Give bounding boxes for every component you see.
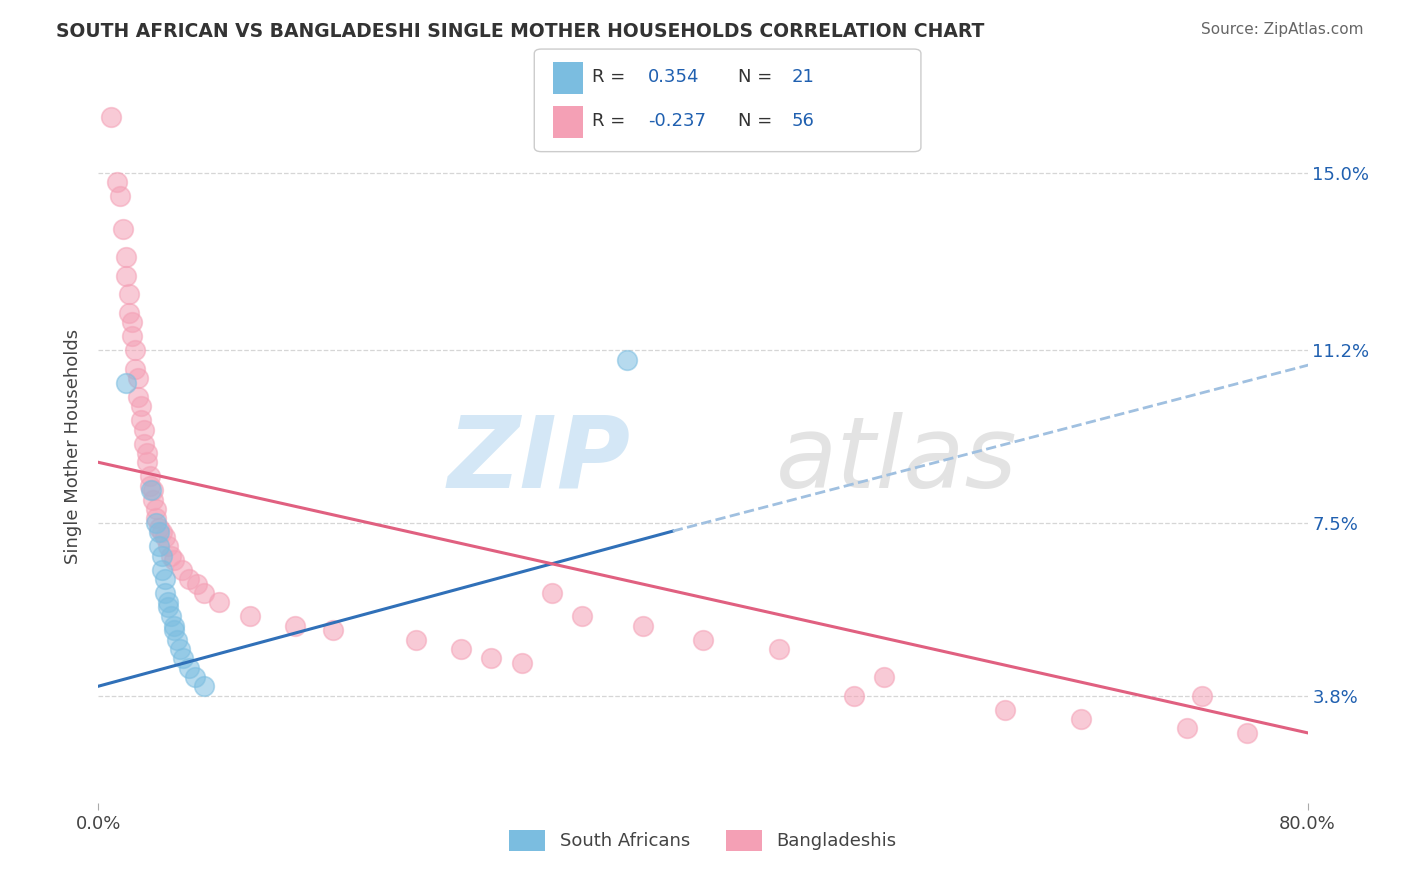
Point: [153, 586, 176, 600]
Point: [118, 287, 141, 301]
Point: [141, 483, 163, 498]
Point: [540, 586, 562, 600]
Point: [169, 641, 191, 656]
Point: [184, 670, 207, 684]
Point: [114, 376, 136, 390]
Point: [163, 553, 186, 567]
Point: [450, 641, 472, 656]
Point: [127, 371, 149, 385]
Text: R =: R =: [592, 68, 626, 86]
Text: ZIP: ZIP: [447, 412, 630, 508]
Point: [163, 624, 186, 638]
Point: [114, 250, 136, 264]
Point: [145, 511, 167, 525]
Text: N =: N =: [738, 112, 772, 130]
Point: [124, 343, 146, 358]
Point: [142, 483, 165, 498]
Point: [571, 609, 593, 624]
Text: 56: 56: [792, 112, 814, 130]
Point: [172, 651, 194, 665]
Point: [132, 436, 155, 450]
Point: [1175, 721, 1198, 735]
Point: [145, 502, 167, 516]
Point: [100, 110, 122, 124]
Point: [148, 539, 170, 553]
Point: [166, 632, 188, 647]
Point: [153, 530, 176, 544]
Point: [135, 446, 157, 460]
Text: -0.237: -0.237: [648, 112, 706, 130]
Point: [148, 525, 170, 540]
Text: 21: 21: [792, 68, 814, 86]
Point: [148, 521, 170, 535]
Y-axis label: Single Mother Households: Single Mother Households: [65, 328, 83, 564]
Point: [616, 352, 638, 367]
Point: [124, 362, 146, 376]
Point: [510, 656, 533, 670]
Point: [193, 679, 215, 693]
Point: [163, 618, 186, 632]
Point: [150, 563, 173, 577]
Text: Source: ZipAtlas.com: Source: ZipAtlas.com: [1201, 22, 1364, 37]
Point: [284, 618, 307, 632]
Point: [156, 595, 179, 609]
Text: atlas: atlas: [776, 412, 1017, 508]
Point: [108, 189, 131, 203]
Point: [322, 624, 344, 638]
Point: [208, 595, 231, 609]
Point: [121, 315, 143, 329]
Point: [170, 563, 193, 577]
Point: [844, 689, 866, 703]
Point: [121, 329, 143, 343]
Text: N =: N =: [738, 68, 772, 86]
Point: [114, 268, 136, 283]
Point: [129, 413, 152, 427]
Legend: South Africans, Bangladeshis: South Africans, Bangladeshis: [502, 822, 904, 858]
Point: [111, 222, 134, 236]
Point: [153, 572, 176, 586]
Text: R =: R =: [592, 112, 626, 130]
Point: [768, 641, 790, 656]
Point: [1236, 726, 1258, 740]
Point: [481, 651, 503, 665]
Text: 0.354: 0.354: [648, 68, 700, 86]
Point: [150, 525, 173, 540]
Point: [127, 390, 149, 404]
Point: [150, 549, 173, 563]
Point: [118, 306, 141, 320]
Point: [156, 599, 179, 614]
Point: [129, 400, 152, 414]
Point: [135, 455, 157, 469]
Point: [994, 702, 1017, 716]
Point: [105, 176, 128, 190]
Text: SOUTH AFRICAN VS BANGLADESHI SINGLE MOTHER HOUSEHOLDS CORRELATION CHART: SOUTH AFRICAN VS BANGLADESHI SINGLE MOTH…: [56, 22, 984, 41]
Point: [692, 632, 714, 647]
Point: [1191, 689, 1213, 703]
Point: [142, 492, 165, 507]
Point: [873, 670, 896, 684]
Point: [132, 423, 155, 437]
Point: [156, 539, 179, 553]
Point: [139, 478, 162, 492]
Point: [631, 618, 654, 632]
Point: [239, 609, 262, 624]
Point: [139, 469, 162, 483]
Point: [405, 632, 427, 647]
Point: [179, 572, 201, 586]
Point: [160, 609, 183, 624]
Point: [186, 576, 208, 591]
Point: [145, 516, 167, 530]
Point: [193, 586, 215, 600]
Point: [160, 549, 183, 563]
Point: [1070, 712, 1092, 726]
Point: [179, 660, 201, 674]
